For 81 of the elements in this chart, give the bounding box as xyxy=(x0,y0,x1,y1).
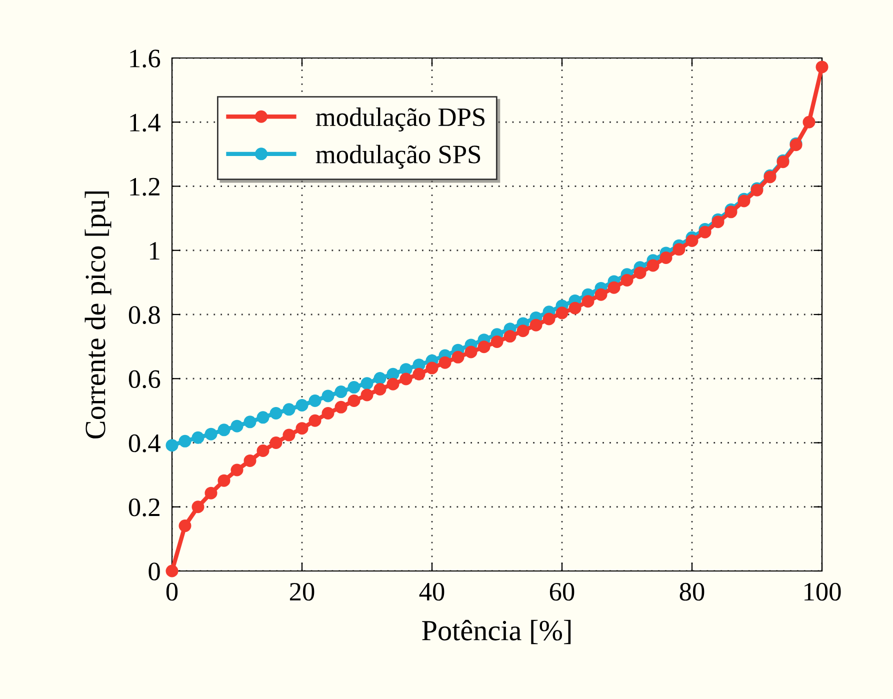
legend-label: modulação SPS xyxy=(316,144,480,169)
point xyxy=(244,454,256,467)
point xyxy=(348,381,360,394)
point xyxy=(360,388,374,402)
point xyxy=(542,312,556,326)
y-tick-label: 1.2 xyxy=(130,178,160,196)
x-tick-label: 40 xyxy=(419,582,444,601)
point xyxy=(712,216,724,228)
point xyxy=(634,266,646,280)
point xyxy=(386,378,400,390)
point xyxy=(568,302,582,314)
point xyxy=(556,306,568,320)
y-axis-title: Corrente de pico [pu] xyxy=(84,192,112,438)
x-tick-label: 0 xyxy=(166,582,178,601)
point xyxy=(478,340,490,354)
point xyxy=(374,382,386,396)
point xyxy=(204,428,218,440)
point xyxy=(270,436,282,449)
point xyxy=(438,356,452,369)
point xyxy=(516,324,530,338)
point xyxy=(256,411,270,424)
point xyxy=(646,259,660,272)
point xyxy=(244,416,256,428)
point xyxy=(178,520,192,532)
point xyxy=(334,400,348,414)
point xyxy=(256,444,270,458)
point xyxy=(582,295,594,308)
point xyxy=(452,350,464,364)
point xyxy=(178,434,192,448)
point xyxy=(282,428,296,442)
point xyxy=(698,226,712,238)
point xyxy=(166,439,178,452)
y-tick-label: 1.4 xyxy=(130,114,160,132)
point xyxy=(348,394,360,407)
point xyxy=(218,424,230,436)
point xyxy=(608,281,620,294)
point xyxy=(374,372,386,385)
y-tick-label: 0 xyxy=(148,562,160,580)
point xyxy=(412,368,426,380)
point xyxy=(334,386,348,398)
point xyxy=(308,394,322,407)
point xyxy=(426,362,438,374)
point xyxy=(816,60,828,74)
point xyxy=(620,274,634,286)
point xyxy=(296,422,308,435)
point xyxy=(192,431,204,444)
point xyxy=(360,377,374,390)
point xyxy=(322,407,334,420)
point xyxy=(530,318,542,332)
legend-label: modulação DPS xyxy=(316,108,484,132)
y-tick-label: 1 xyxy=(150,242,160,260)
point xyxy=(672,243,686,256)
y-tick-label: 1.6 xyxy=(130,50,160,68)
x-tick-label: 60 xyxy=(550,582,574,601)
point xyxy=(594,288,608,301)
point xyxy=(230,464,244,476)
y-tick-label: 0.8 xyxy=(128,306,160,324)
point xyxy=(400,372,412,386)
x-tick-label: 100 xyxy=(804,582,841,601)
y-tick-label: 0.2 xyxy=(128,498,160,516)
x-tick-label: 80 xyxy=(680,582,704,601)
point xyxy=(464,346,478,358)
point xyxy=(230,420,244,432)
x-tick-label: 20 xyxy=(290,582,314,601)
y-tick-label: 0.6 xyxy=(128,370,160,388)
point xyxy=(490,336,504,348)
point xyxy=(308,414,322,427)
y-tick-label: 0.4 xyxy=(128,434,160,452)
point xyxy=(660,252,672,264)
point xyxy=(192,500,204,514)
point xyxy=(204,486,218,500)
point xyxy=(296,398,308,412)
point xyxy=(686,234,698,248)
point xyxy=(802,116,816,128)
point xyxy=(504,330,516,343)
point xyxy=(724,206,738,218)
x-axis-title: Potência [%] xyxy=(422,620,571,644)
point xyxy=(282,403,296,416)
point xyxy=(322,390,334,402)
point xyxy=(218,474,230,487)
point xyxy=(270,407,282,420)
